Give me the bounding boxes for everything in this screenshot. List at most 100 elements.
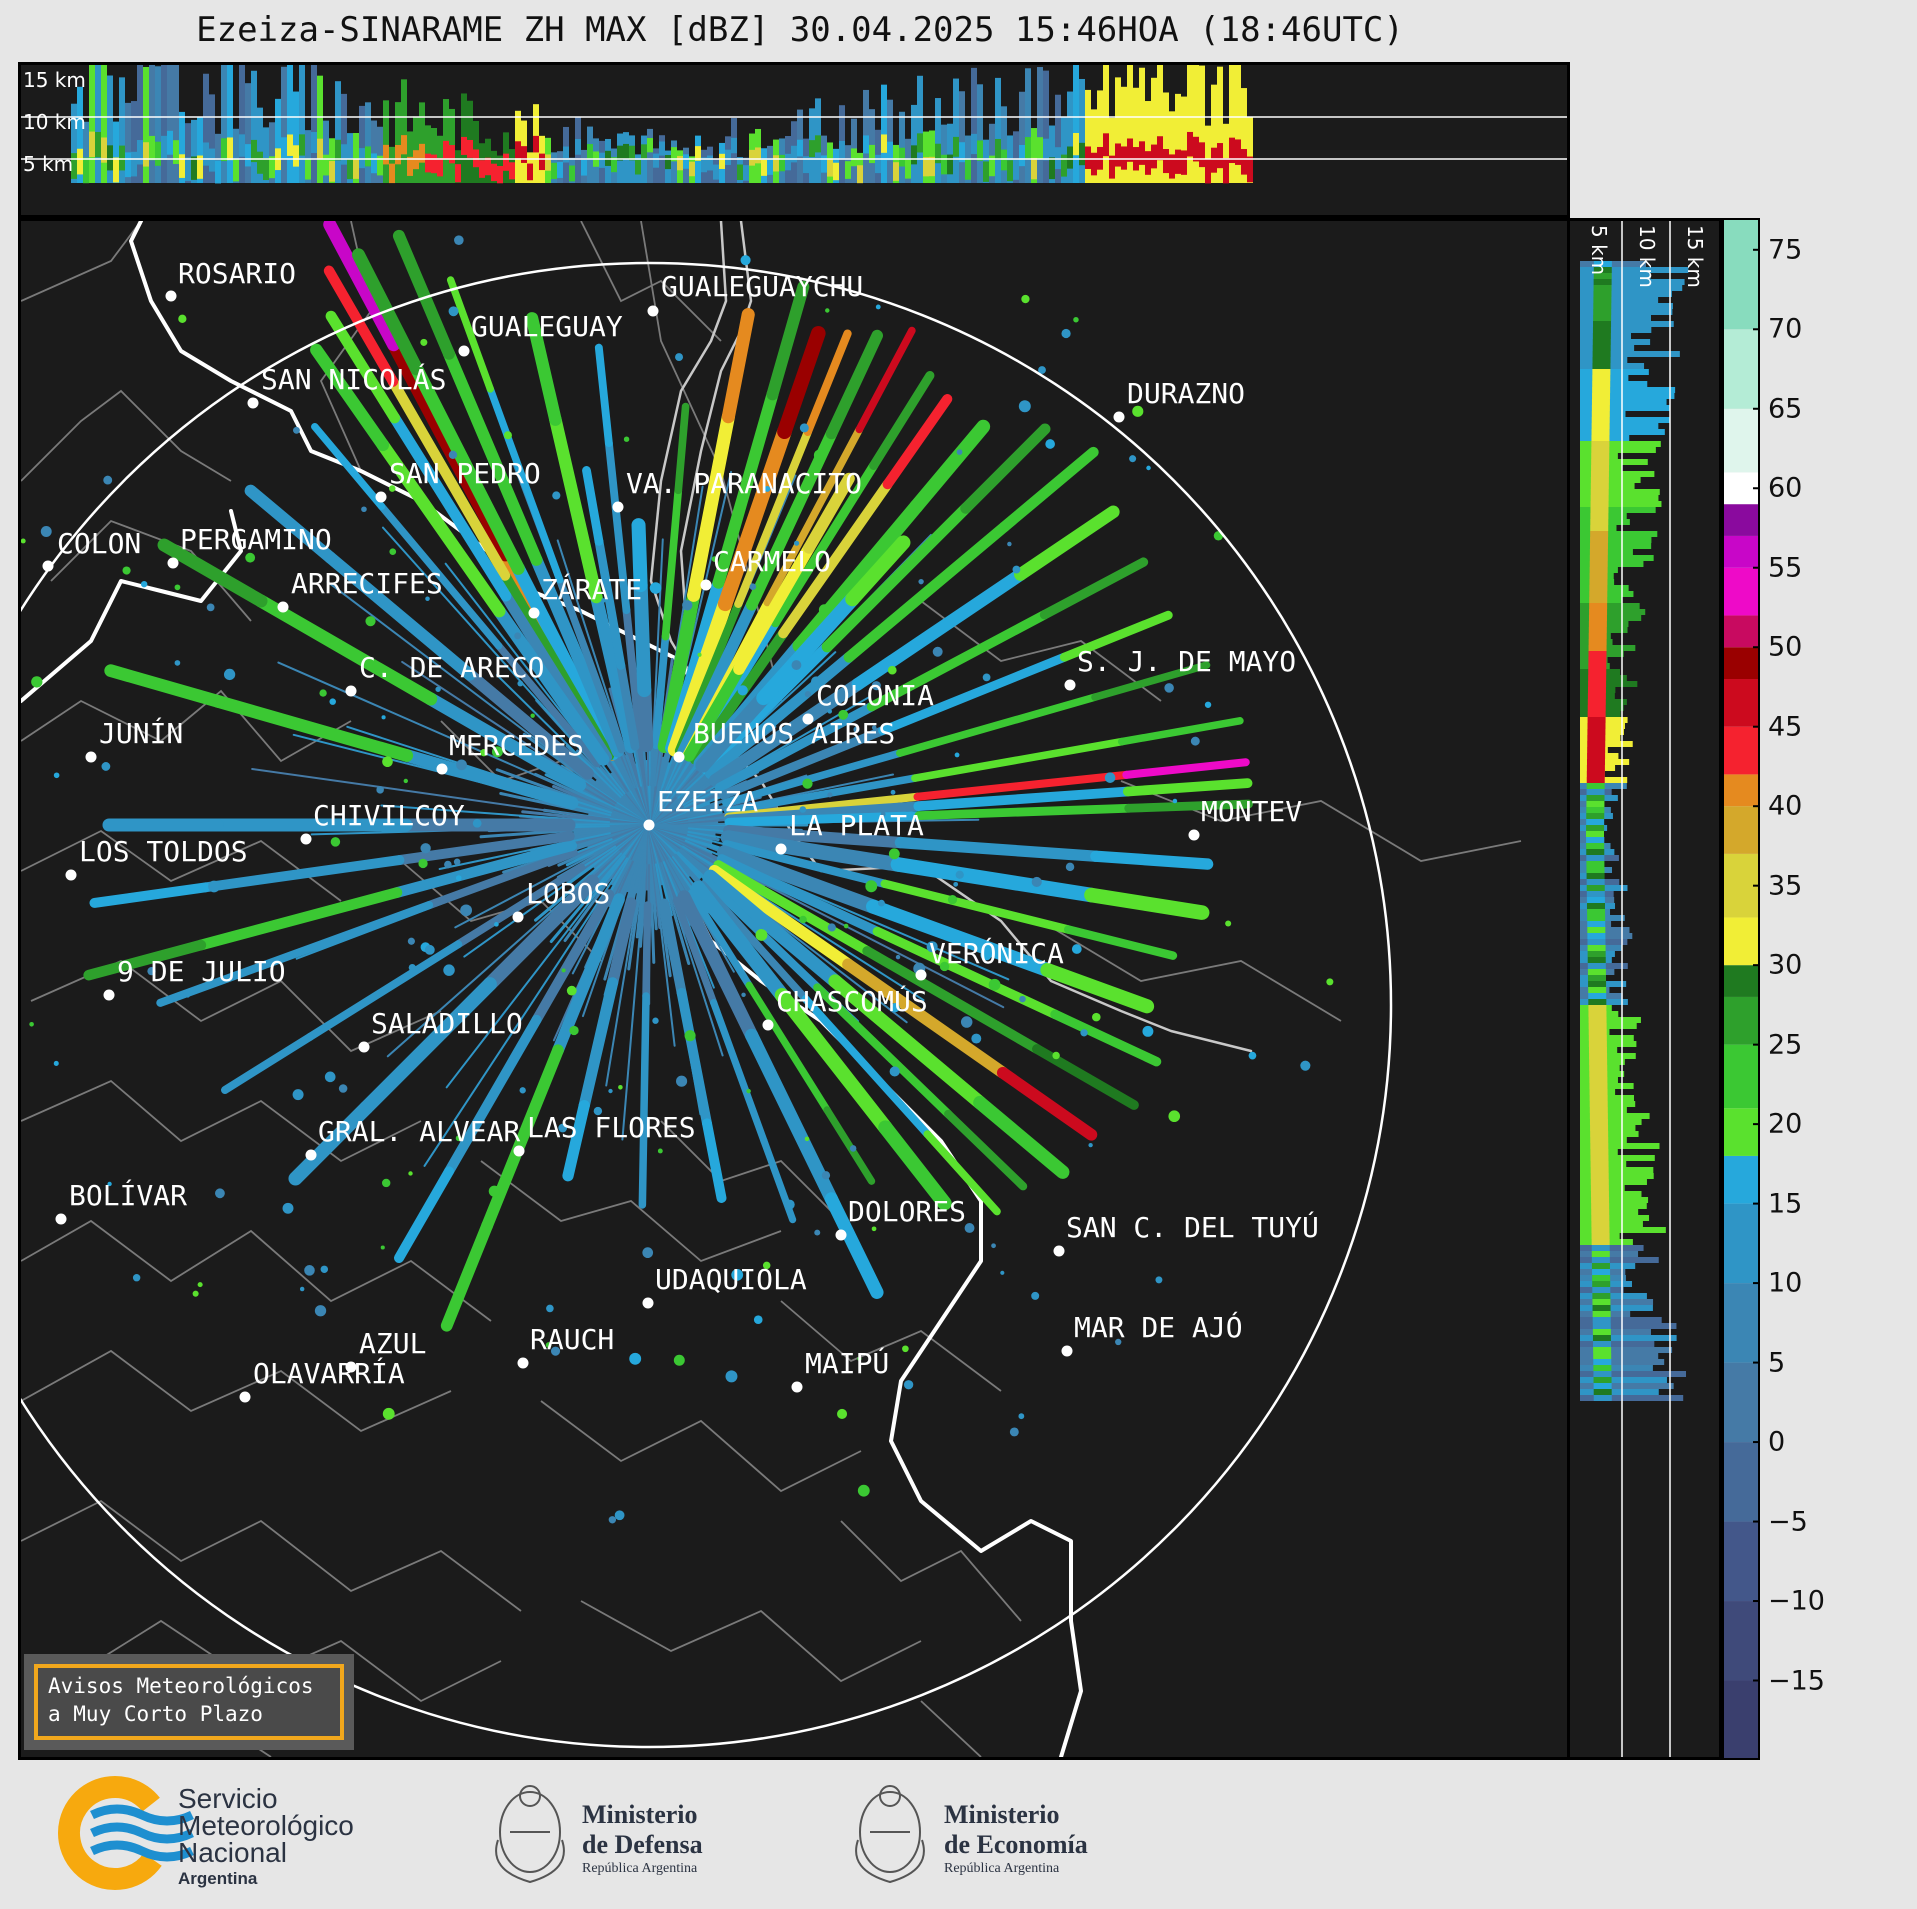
city-26: CHASCOMÚS [762, 984, 928, 1031]
cross-section-column [1580, 501, 1662, 507]
echo-blob [827, 923, 836, 932]
cross-section-column [185, 123, 191, 183]
echo-blob [926, 941, 938, 953]
cross-section-core [851, 148, 857, 167]
cross-section-core [1588, 1029, 1607, 1035]
echo-ray [722, 840, 889, 888]
defensa-logo: Ministerio de Defensa República Argentin… [495, 1785, 703, 1884]
echo-ray [792, 499, 924, 653]
echo-ray [195, 887, 403, 951]
cross-section-column [1001, 106, 1007, 183]
echo-ray [200, 855, 405, 893]
city-markers: ROSARIO GUALEGUAYCHU GUALEGUAY SAN NICOLÁS D… [42, 257, 1319, 1403]
echo-ray [778, 479, 893, 639]
cross-section-core [929, 156, 935, 177]
cross-section-core [1049, 157, 1055, 180]
cross-section-core [1013, 158, 1019, 180]
cross-section-column [329, 138, 335, 183]
cross-section-column [1211, 84, 1217, 183]
cross-section-column [1580, 1167, 1654, 1173]
cross-section-column [1223, 123, 1229, 183]
city-dot [239, 1391, 251, 1403]
echo-blob [517, 680, 524, 687]
cross-section-column [221, 65, 227, 183]
city-dot [512, 911, 524, 923]
colorbar-band [1722, 535, 1760, 568]
echo-ray [1039, 557, 1149, 620]
cross-section-core [443, 140, 449, 160]
city-label: MERCEDES [449, 729, 584, 762]
cross-section-column [1580, 1113, 1650, 1119]
cross-section-column [95, 65, 101, 183]
echo-blob [299, 1286, 305, 1292]
echo-ray [393, 1166, 455, 1264]
cross-section-core [353, 158, 359, 179]
echo-ray [660, 862, 724, 1057]
echo-blob [1132, 405, 1144, 417]
city-dot [835, 1229, 847, 1241]
city-label: SAN NICOLÁS [261, 362, 446, 396]
cross-section-core [647, 138, 653, 153]
cross-section-column [269, 122, 275, 183]
cross-section-core [1587, 951, 1606, 957]
escudo-icon [495, 1785, 565, 1884]
cross-section-column [1025, 68, 1031, 183]
cross-section-column [1580, 1197, 1649, 1203]
echo-blob [215, 1188, 225, 1199]
cross-section-core [1175, 149, 1181, 174]
avisos-badge-frame: Avisos Meteorológicos a Muy Corto Plazo [34, 1664, 344, 1740]
city-dot [915, 969, 927, 981]
cross-section-column [1073, 65, 1079, 184]
cross-section-core [1593, 279, 1612, 285]
cross-section-core [1592, 1317, 1611, 1323]
echo-ray [803, 472, 855, 554]
echo-blob [1092, 1012, 1101, 1022]
echo-blob [1012, 565, 1021, 574]
cross-section-column [941, 124, 947, 183]
city-dot [85, 751, 97, 763]
cross-section-column [125, 102, 131, 183]
echo-ray [813, 983, 953, 1119]
cross-section-core [95, 131, 101, 158]
echo-ray [387, 376, 511, 581]
cross-section-core [1588, 615, 1607, 621]
echo-blob [642, 1247, 654, 1259]
echo-blob [629, 1352, 642, 1365]
colorbar-band [1722, 1442, 1760, 1522]
city-label: CARMELO [713, 545, 831, 578]
echo-ray [442, 347, 543, 566]
cross-section-core [503, 153, 509, 171]
echo-blob [731, 1268, 744, 1281]
echo-ray [376, 438, 506, 618]
colorbar-band [1722, 329, 1760, 409]
cross-section-core [1235, 139, 1241, 165]
cross-section-core [761, 159, 767, 176]
cross-section-core [437, 157, 443, 177]
cross-section-column [1580, 1389, 1659, 1395]
cross-section-core [1055, 147, 1061, 170]
cross-section-column [365, 102, 371, 183]
cross-section-column [1580, 1173, 1654, 1179]
side-label-10km: 10 km [1635, 225, 1659, 288]
echo-blob [455, 875, 462, 881]
cross-section-core [569, 165, 575, 182]
cross-section-core [407, 156, 413, 176]
cross-section-core [1593, 297, 1612, 303]
defensa-line2: de Defensa [582, 1830, 703, 1859]
cross-section-column [1217, 66, 1223, 183]
echo-blob [403, 778, 409, 784]
echo-blob [314, 1305, 327, 1317]
colorbar-band [1722, 917, 1760, 966]
cross-section-core [1591, 1257, 1610, 1263]
economia-line2: de Economía [944, 1830, 1088, 1859]
cross-section-core [539, 153, 545, 171]
echo-blob [435, 686, 441, 692]
city-dot [436, 763, 448, 775]
echo-blob [408, 1171, 413, 1176]
cross-section-core [419, 143, 425, 163]
cross-section-core [1588, 1005, 1607, 1011]
cross-section-core [1589, 1071, 1608, 1077]
echo-blob [608, 1088, 613, 1094]
cross-section-core [1593, 1395, 1612, 1401]
echo-ray [638, 1125, 648, 1209]
